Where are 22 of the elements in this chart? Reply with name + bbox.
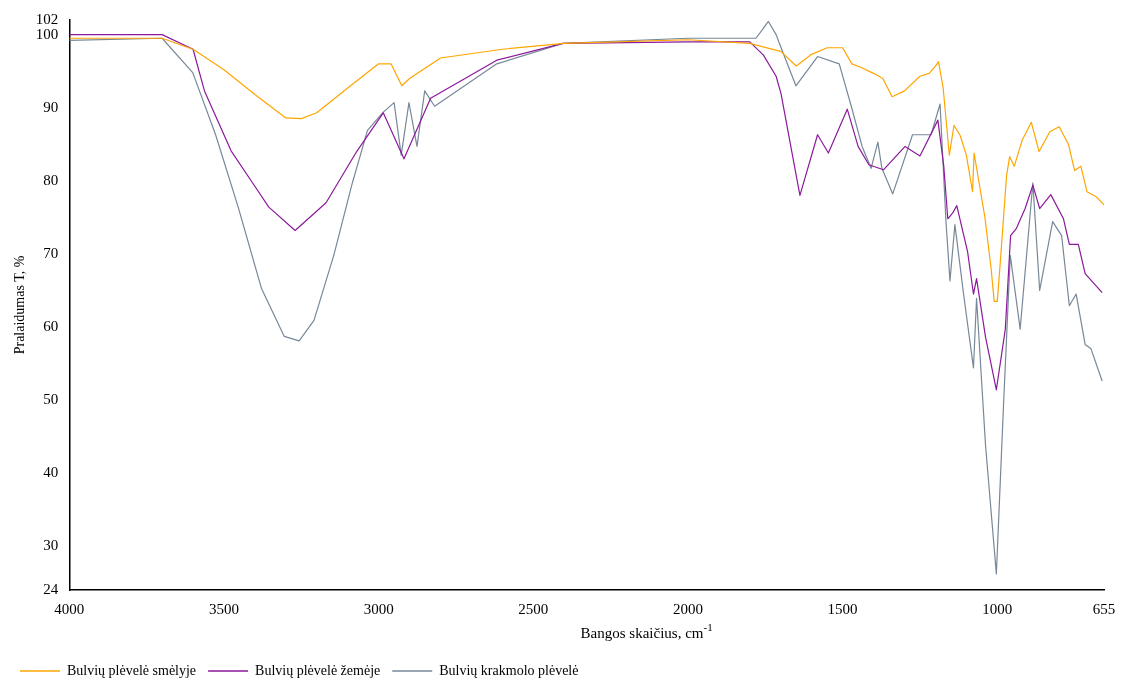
x-tick-label: 2000: [672, 600, 703, 617]
y-tick-label: 70: [43, 244, 59, 261]
y-tick-label: 102: [35, 10, 59, 27]
x-tick-label: 655: [1092, 600, 1116, 617]
y-tick-label: 30: [43, 537, 59, 554]
x-tick-label: 1000: [982, 600, 1013, 617]
y-tick-label: 100: [35, 25, 59, 42]
x-tick-label: 3000: [363, 600, 394, 617]
y-tick-label: 24: [43, 580, 59, 597]
y-tick-label: 60: [43, 317, 59, 334]
y-axis-title: Pralaidumas T, %: [12, 255, 28, 355]
x-tick-label: 3500: [208, 600, 239, 617]
x-tick-label: 4000: [54, 600, 85, 617]
legend-label: Bulvių krakmolo plėvelė: [439, 662, 579, 678]
x-tick-label: 1500: [827, 600, 858, 617]
legend-label: Bulvių plėvelė smėlyje: [67, 662, 197, 678]
y-tick-label: 40: [43, 464, 59, 481]
y-tick-label: 90: [43, 98, 59, 115]
x-tick-label: 2500: [518, 600, 549, 617]
y-tick-label: 80: [43, 171, 59, 188]
y-tick-label: 50: [43, 390, 59, 407]
legend-label: Bulvių plėvelė žemėje: [255, 662, 381, 678]
